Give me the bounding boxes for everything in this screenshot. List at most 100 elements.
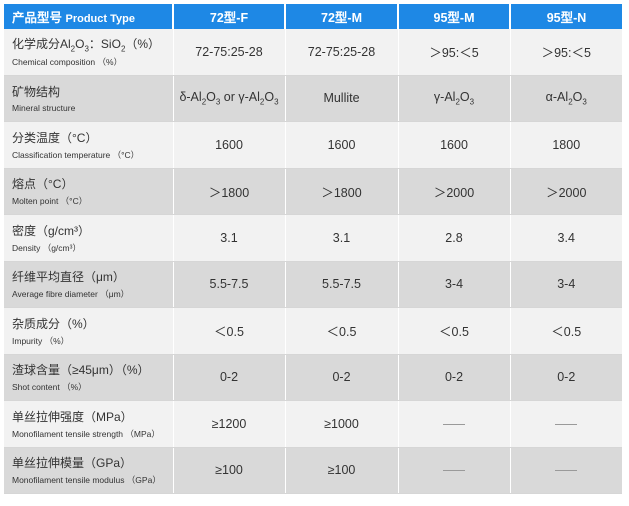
value-text: O (206, 90, 216, 104)
empty-value-cell (510, 447, 622, 494)
value-cell: 0-2 (173, 354, 286, 401)
property-cell: 单丝拉伸模量（GPa） Monofilament tensile modulus … (4, 447, 174, 494)
value-cell: 2.8 (398, 214, 511, 262)
value-subscript: 3 (582, 97, 587, 107)
product-header-95-m: 95型-M (398, 4, 511, 29)
value-cell: ＞2000 (510, 168, 622, 215)
table-row: 矿物结构 Mineral structure δ-Al2O3 or γ-Al2O3 M… (4, 75, 622, 122)
value-cell: ＜0.5 (173, 307, 286, 355)
product-spec-table: 产品型号 Product Type 72型-F 72型-M 95型-M 95型-… (4, 4, 622, 494)
property-name-zh-text: ：SiO (88, 37, 121, 52)
property-name-zh-subscript: 2 (120, 44, 126, 54)
product-header-72-m: 72型-M (285, 4, 399, 29)
value-cell: 72-75:25-28 (173, 29, 286, 76)
table-row: 密度（g/cm³） Density （g/cm³） 3.1 3.1 2.8 3.4 (4, 214, 622, 262)
property-name-zh: 渣球含量（≥45μm）（%） (12, 363, 150, 378)
table-row: 化学成分Al2O3：SiO2（%） Chemical composition （%… (4, 29, 622, 76)
value-subscript: 2 (568, 97, 573, 107)
value-text: δ-Al (179, 90, 202, 104)
property-name-en: Classification temperature （°C） (12, 149, 140, 160)
property-name-en: Density （g/cm³） (12, 242, 81, 253)
property-name-en: Impurity （%） (12, 335, 70, 346)
value-cell: 1600 (398, 121, 511, 169)
property-name-en: Shot content （%） (12, 382, 87, 393)
value-subscript: 2 (455, 97, 460, 107)
value-cell: 3-4 (510, 261, 622, 308)
value-subscript: 3 (215, 97, 221, 107)
property-cell: 矿物结构 Mineral structure (4, 75, 174, 122)
property-name-zh: 密度（g/cm³） (12, 223, 91, 238)
value-text: O (264, 90, 275, 104)
property-name-zh: 单丝拉伸模量（GPa） (12, 456, 133, 471)
value-cell: Mullite (285, 75, 399, 122)
value-cell: 3.4 (510, 214, 622, 262)
value-cell: γ-Al2O3 (398, 75, 511, 122)
value-cell: ＞95:＜5 (398, 29, 511, 76)
product-type-header-en: Product Type (65, 13, 135, 25)
property-name-en: Monofilament tensile strength （MPa） (12, 428, 160, 439)
value-cell: 0-2 (398, 354, 511, 401)
value-subscript: 3 (274, 97, 279, 107)
property-name-zh: 分类温度（°C） (12, 130, 98, 145)
dash-placeholder (555, 470, 578, 472)
property-name-zh: 纤维平均直径（μm） (12, 270, 125, 285)
property-name-zh-subscript: 3 (84, 44, 89, 54)
value-cell: ＞1800 (285, 168, 399, 215)
property-cell: 纤维平均直径（μm） Average fibre diameter （μm） (4, 261, 174, 308)
value-cell: ＜0.5 (285, 307, 399, 355)
table-row: 单丝拉伸模量（GPa） Monofilament tensile modulus … (4, 447, 622, 494)
value-cell: ＞1800 (173, 168, 286, 215)
value-text: O (572, 90, 583, 104)
dash-placeholder (555, 423, 578, 425)
table-header-row: 产品型号 Product Type 72型-F 72型-M 95型-M 95型-… (4, 4, 622, 29)
product-header-72-f: 72型-F (173, 4, 286, 29)
property-cell: 单丝拉伸强度（MPa） Monofilament tensile strength… (4, 400, 174, 448)
value-cell: 0-2 (285, 354, 399, 401)
value-cell: 0-2 (510, 354, 622, 401)
product-type-header: 产品型号 Product Type (4, 4, 174, 29)
value-cell: 3.1 (285, 214, 399, 262)
dash-placeholder (443, 470, 465, 472)
property-cell: 杂质成分（%） Impurity （%） (4, 307, 174, 355)
value-text: O (459, 90, 470, 104)
property-name-zh-text: 化学成分Al (12, 37, 71, 52)
empty-value-cell (398, 400, 511, 448)
value-cell: ≥100 (173, 447, 286, 494)
value-cell: 1800 (510, 121, 622, 169)
table-row: 纤维平均直径（μm） Average fibre diameter （μm） 5.5… (4, 261, 622, 308)
value-text: γ-Al (433, 90, 456, 104)
value-subscript: 2 (259, 97, 265, 107)
value-cell: ＜0.5 (398, 307, 511, 355)
empty-value-cell (398, 447, 511, 494)
value-cell: ≥100 (285, 447, 399, 494)
dash-placeholder (443, 423, 465, 425)
table-row: 渣球含量（≥45μm）（%） Shot content （%） 0-2 0-2 0-2 0… (4, 354, 622, 401)
table-row: 杂质成分（%） Impurity （%） ＜0.5 ＜0.5 ＜0.5 ＜0.5 (4, 307, 622, 355)
property-name-en: Monofilament tensile modulus （GPa） (12, 475, 161, 486)
property-name-en: Mineral structure (12, 103, 76, 114)
value-cell: 3.1 (173, 214, 286, 262)
table-row: 熔点（°C） Molten point （°C） ＞1800 ＞1800 ＞2000 ＞2… (4, 168, 622, 215)
value-cell: α-Al2O3 (510, 75, 622, 122)
property-name-zh-subscript: 2 (70, 44, 76, 54)
property-cell: 化学成分Al2O3：SiO2（%） Chemical composition （%… (4, 29, 174, 76)
property-name-zh: 杂质成分（%） (12, 316, 95, 331)
value-cell: ＞2000 (398, 168, 511, 215)
value-cell: δ-Al2O3 or γ-Al2O3 (173, 75, 286, 122)
value-cell: ＜0.5 (510, 307, 622, 355)
value-cell: 5.5-7.5 (173, 261, 286, 308)
property-cell: 渣球含量（≥45μm）（%） Shot content （%） (4, 354, 174, 401)
property-cell: 密度（g/cm³） Density （g/cm³） (4, 214, 174, 262)
property-name-en: Average fibre diameter （μm） (12, 289, 130, 300)
value-text: α-Al (545, 90, 569, 104)
value-cell: 1600 (285, 121, 399, 169)
value-subscript: 3 (469, 97, 475, 107)
product-header-95-n: 95型-N (510, 4, 622, 29)
property-cell: 分类温度（°C） Classification temperature （°C） (4, 121, 174, 169)
empty-value-cell (510, 400, 622, 448)
value-cell: 3-4 (398, 261, 511, 308)
property-cell: 熔点（°C） Molten point （°C） (4, 168, 174, 215)
property-name-zh-text: O (75, 37, 85, 52)
property-name-en: Chemical composition （%） (12, 57, 123, 68)
property-name-zh: 熔点（°C） (12, 177, 74, 192)
